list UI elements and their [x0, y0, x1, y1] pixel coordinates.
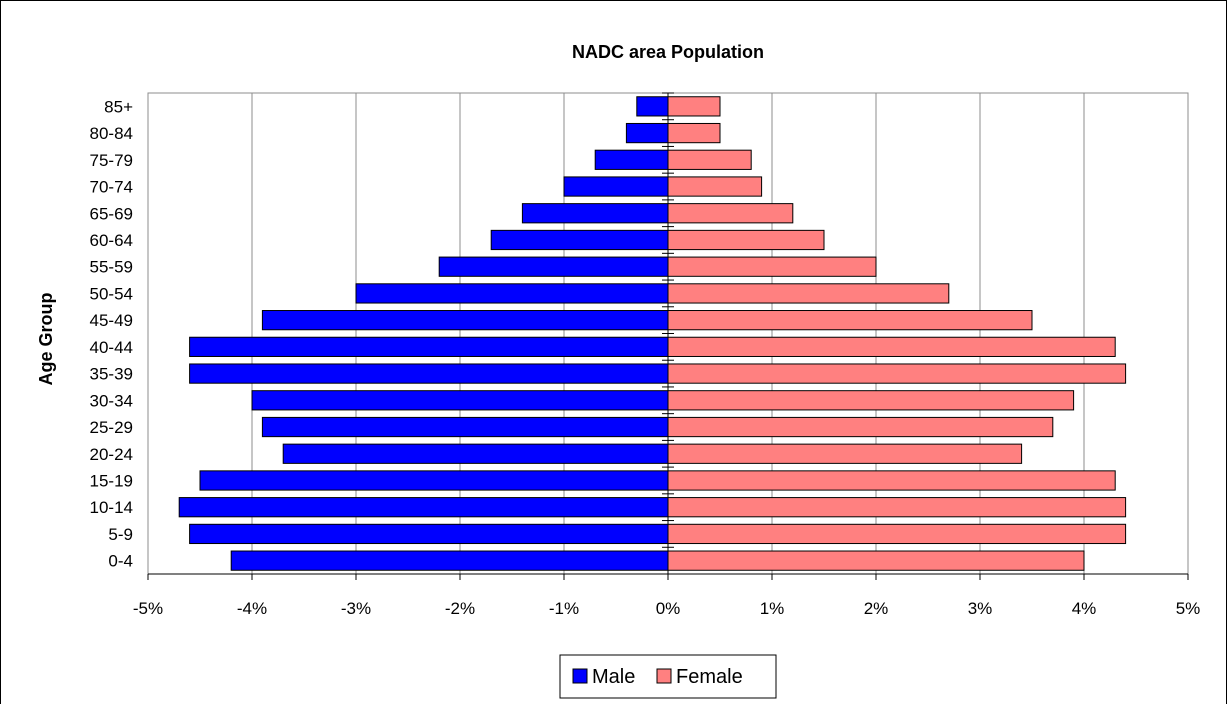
bar-male-70-74 — [563, 176, 669, 197]
y-tick-label: 50-54 — [90, 284, 133, 303]
x-tick-label: 1% — [760, 599, 785, 618]
y-tick-label: 85+ — [104, 97, 133, 116]
bar-female-50-54 — [667, 283, 950, 304]
x-tick-labels: -5% -4% -3% -2% -1% 0% 1% 2% 3% 4% 5% — [133, 599, 1200, 618]
bar-male-35-39 — [189, 363, 669, 384]
y-tick-label: 60-64 — [90, 231, 133, 250]
bar-female-5-9 — [667, 523, 1127, 545]
bar-female-40-44 — [667, 336, 1116, 357]
bar-female-10-14 — [667, 497, 1127, 518]
y-tick-label: 80-84 — [90, 124, 133, 143]
bar-female-45-49 — [667, 310, 1033, 331]
bar-female-15-19 — [667, 470, 1116, 491]
axes — [147, 92, 1189, 580]
bar-male-80-84 — [625, 122, 669, 144]
bar-male-45-49 — [261, 310, 669, 331]
x-tick-label: -4% — [237, 599, 267, 618]
bar-female-30-34 — [667, 390, 1075, 411]
y-tick-label: 70-74 — [90, 178, 133, 197]
bar-male-65-69 — [521, 203, 669, 224]
legend-label-male: Male — [592, 666, 635, 688]
legend-swatch-male — [572, 668, 588, 684]
bar-male-50-54 — [355, 283, 669, 304]
y-tick-label: 55-59 — [90, 258, 133, 277]
x-tick-label: -1% — [549, 599, 579, 618]
x-tick-label: -5% — [133, 599, 163, 618]
y-tick-label: 20-24 — [90, 445, 133, 464]
y-axis-label: Age Group — [36, 292, 56, 385]
y-tick-label: 40-44 — [90, 338, 133, 357]
bar-male-85+ — [636, 96, 669, 117]
y-tick-label: 25-29 — [90, 418, 133, 437]
y-tick-label: 15-19 — [90, 471, 133, 490]
legend-label-female: Female — [676, 666, 743, 688]
bar-male-30-34 — [251, 390, 669, 411]
bar-female-25-29 — [667, 416, 1054, 438]
x-tick-label: 2% — [864, 599, 889, 618]
legend: Male Female — [559, 654, 777, 699]
legend-swatch-female — [656, 668, 672, 684]
bar-male-40-44 — [189, 336, 669, 357]
x-tick-label: -3% — [341, 599, 371, 618]
bar-female-60-64 — [667, 229, 825, 251]
bar-male-60-64 — [490, 229, 669, 251]
bar-male-20-24 — [282, 443, 669, 464]
y-tick-label: 5-9 — [108, 525, 133, 544]
y-tick-label: 0-4 — [108, 552, 133, 571]
bar-male-10-14 — [178, 497, 669, 518]
x-tick-label: 4% — [1072, 599, 1097, 618]
bar-female-85+ — [667, 96, 721, 117]
y-tick-label: 75-79 — [90, 151, 133, 170]
bar-female-70-74 — [667, 176, 763, 197]
x-tick-label: 3% — [968, 599, 993, 618]
bar-male-5-9 — [189, 523, 669, 545]
bar-female-35-39 — [667, 363, 1127, 384]
y-tick-label: 10-14 — [90, 498, 133, 517]
bar-male-15-19 — [199, 470, 669, 491]
bar-female-0-4 — [667, 550, 1085, 571]
bars — [178, 96, 1127, 571]
y-tick-labels: 0-4 5-9 10-14 15-19 20-24 25-29 30-34 35-39 40-4… — [90, 97, 134, 570]
bar-male-55-59 — [438, 256, 669, 277]
bar-male-0-4 — [230, 550, 669, 571]
y-tick-label: 65-69 — [90, 204, 133, 223]
bar-male-25-29 — [261, 416, 669, 438]
y-tick-label: 30-34 — [90, 391, 133, 410]
bar-female-55-59 — [667, 256, 877, 277]
bar-female-75-79 — [667, 149, 752, 170]
y-tick-label: 45-49 — [90, 311, 133, 330]
bar-female-20-24 — [667, 443, 1023, 464]
chart-title: NADC area Population — [572, 42, 764, 62]
bar-male-75-79 — [594, 149, 669, 170]
y-tick-label: 35-39 — [90, 365, 133, 384]
bar-female-80-84 — [667, 122, 721, 144]
x-tick-label: 0% — [656, 599, 681, 618]
x-tick-label: -2% — [445, 599, 475, 618]
x-tick-label: 5% — [1176, 599, 1201, 618]
bar-female-65-69 — [667, 203, 794, 224]
